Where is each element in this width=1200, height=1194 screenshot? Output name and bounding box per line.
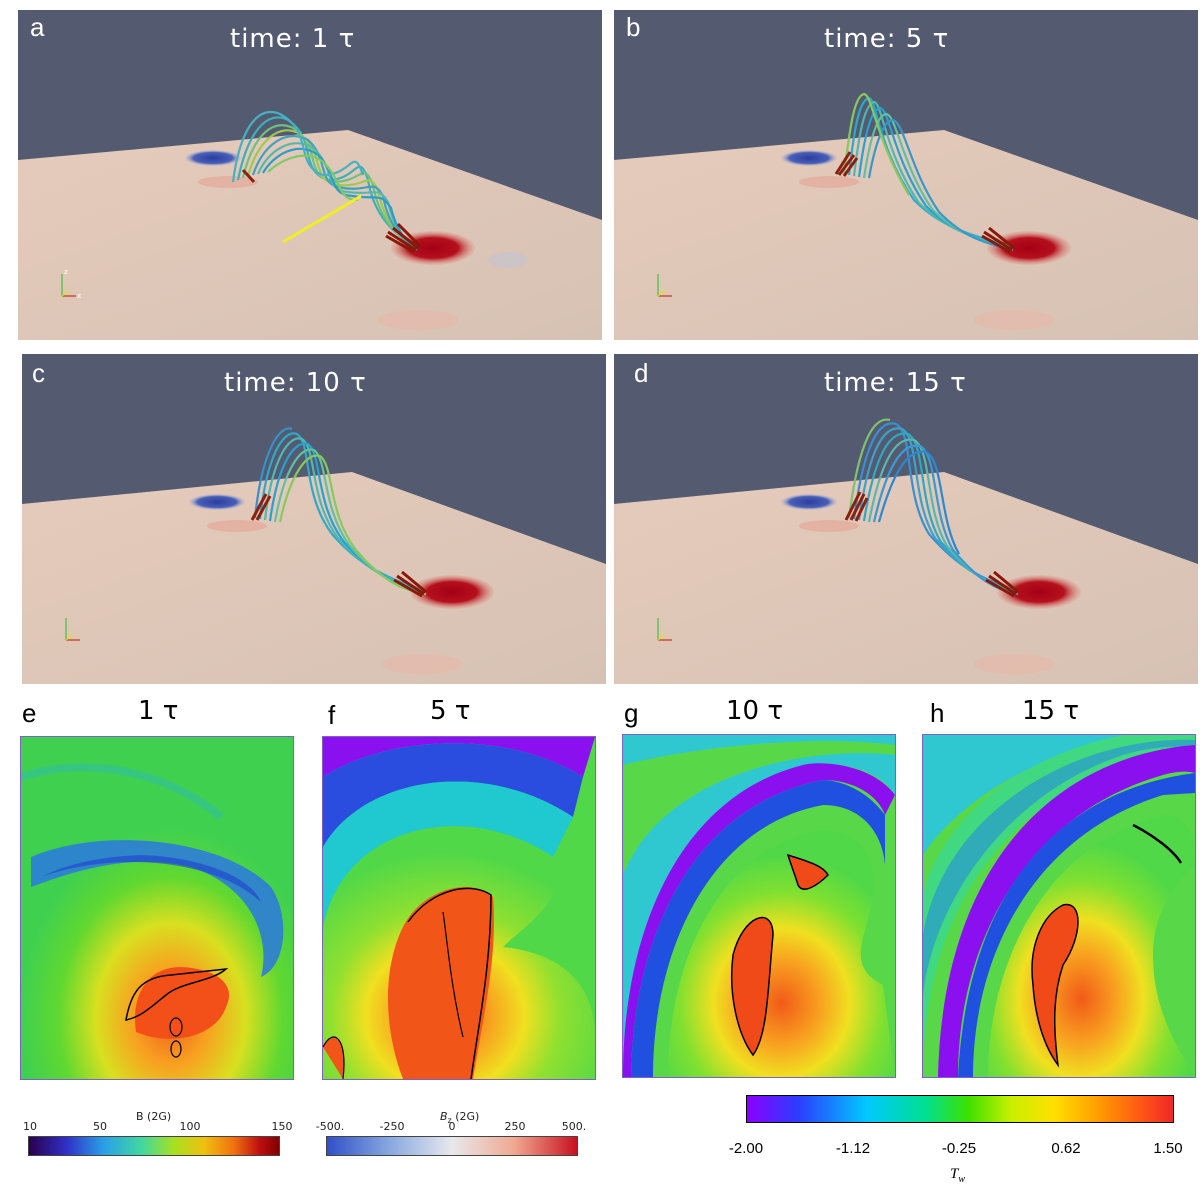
map-h-image [923, 735, 1195, 1077]
axes-icon [65, 618, 80, 641]
map-e-image [21, 737, 293, 1079]
panel-d-title: time: 15 τ [824, 368, 967, 398]
colorbar-bz-tick-3: 250 [504, 1120, 526, 1133]
colorbar-b-title: B (2G) [136, 1110, 172, 1123]
colorbar-tw-label-main: T [950, 1166, 959, 1182]
panel-d-scene [614, 418, 1198, 684]
panel-f-title: 5 τ [430, 696, 471, 726]
panel-e-title: 1 τ [138, 696, 179, 726]
colorbar-bz-title-main: B [440, 1110, 448, 1123]
colorbar-bz-title-rest: (2G) [451, 1110, 480, 1123]
panel-g-title: 10 τ [726, 696, 784, 726]
panel-a-scene: z x [18, 111, 602, 340]
colorbar-b [28, 1136, 280, 1156]
colorbar-tw-tick-0: -2.00 [728, 1140, 764, 1157]
panel-f-label: f [328, 700, 336, 730]
panel-c-title: time: 10 τ [224, 368, 367, 398]
colorbar-bz-tick-1: -250 [379, 1120, 405, 1133]
annotation-line [282, 194, 362, 244]
panel-c-label: c [32, 358, 45, 388]
panel-c-scene [22, 427, 606, 684]
colorbar-tw [746, 1095, 1174, 1123]
colorbar-tw-label: Tw [950, 1166, 965, 1185]
panel-c: c time: 10 τ [22, 354, 606, 684]
panel-h-title: 15 τ [1022, 696, 1080, 726]
axes-icon [657, 618, 672, 641]
svg-text:x: x [77, 292, 81, 300]
colorbar-b-tick-3: 150 [271, 1120, 293, 1133]
map-e [20, 736, 294, 1080]
colorbar-bz-title-sub: z [447, 1116, 452, 1126]
map-g [622, 734, 896, 1078]
colorbar-tw-tick-2: -0.25 [941, 1140, 977, 1157]
panel-a-title: time: 1 τ [230, 24, 356, 54]
panel-d-label: d [634, 358, 649, 388]
panel-b-label: b [626, 12, 641, 42]
colorbar-b-tick-1: 50 [93, 1120, 107, 1133]
colorbar-bz-title: Bz (2G) [440, 1110, 479, 1125]
colorbar-tw-tick-1: -1.12 [835, 1140, 871, 1157]
axes-icon [657, 274, 672, 297]
axes-icon: z x [61, 268, 81, 300]
panel-d: d time: 15 τ [614, 354, 1198, 684]
colorbar-bz [326, 1136, 578, 1156]
map-f-image [323, 737, 595, 1079]
colorbar-bz-tick-2: 0 [448, 1120, 456, 1133]
colorbar-bz-tick-0: -500. [315, 1120, 345, 1133]
svg-text:z: z [64, 268, 68, 276]
map-f [322, 736, 596, 1080]
panel-h-label: h [930, 698, 945, 728]
panel-b: b time: 5 τ [614, 10, 1198, 340]
colorbar-bz-tick-4: 500. [561, 1120, 587, 1133]
map-h [922, 734, 1196, 1078]
colorbar-b-tick-0: 10 [23, 1120, 37, 1133]
panel-b-scene [614, 92, 1198, 340]
panel-a: z x a time: 1 τ [18, 10, 602, 340]
panel-g-label: g [624, 698, 639, 728]
panel-a-label: a [30, 12, 45, 42]
colorbar-tw-tick-4: 1.50 [1153, 1140, 1183, 1157]
panel-e-label: e [22, 698, 37, 728]
colorbar-tw-label-sub: w [958, 1174, 966, 1185]
colorbar-b-tick-2: 100 [179, 1120, 201, 1133]
map-g-image [623, 735, 895, 1077]
panel-b-title: time: 5 τ [824, 24, 950, 54]
colorbar-tw-tick-3: 0.62 [1051, 1140, 1081, 1157]
